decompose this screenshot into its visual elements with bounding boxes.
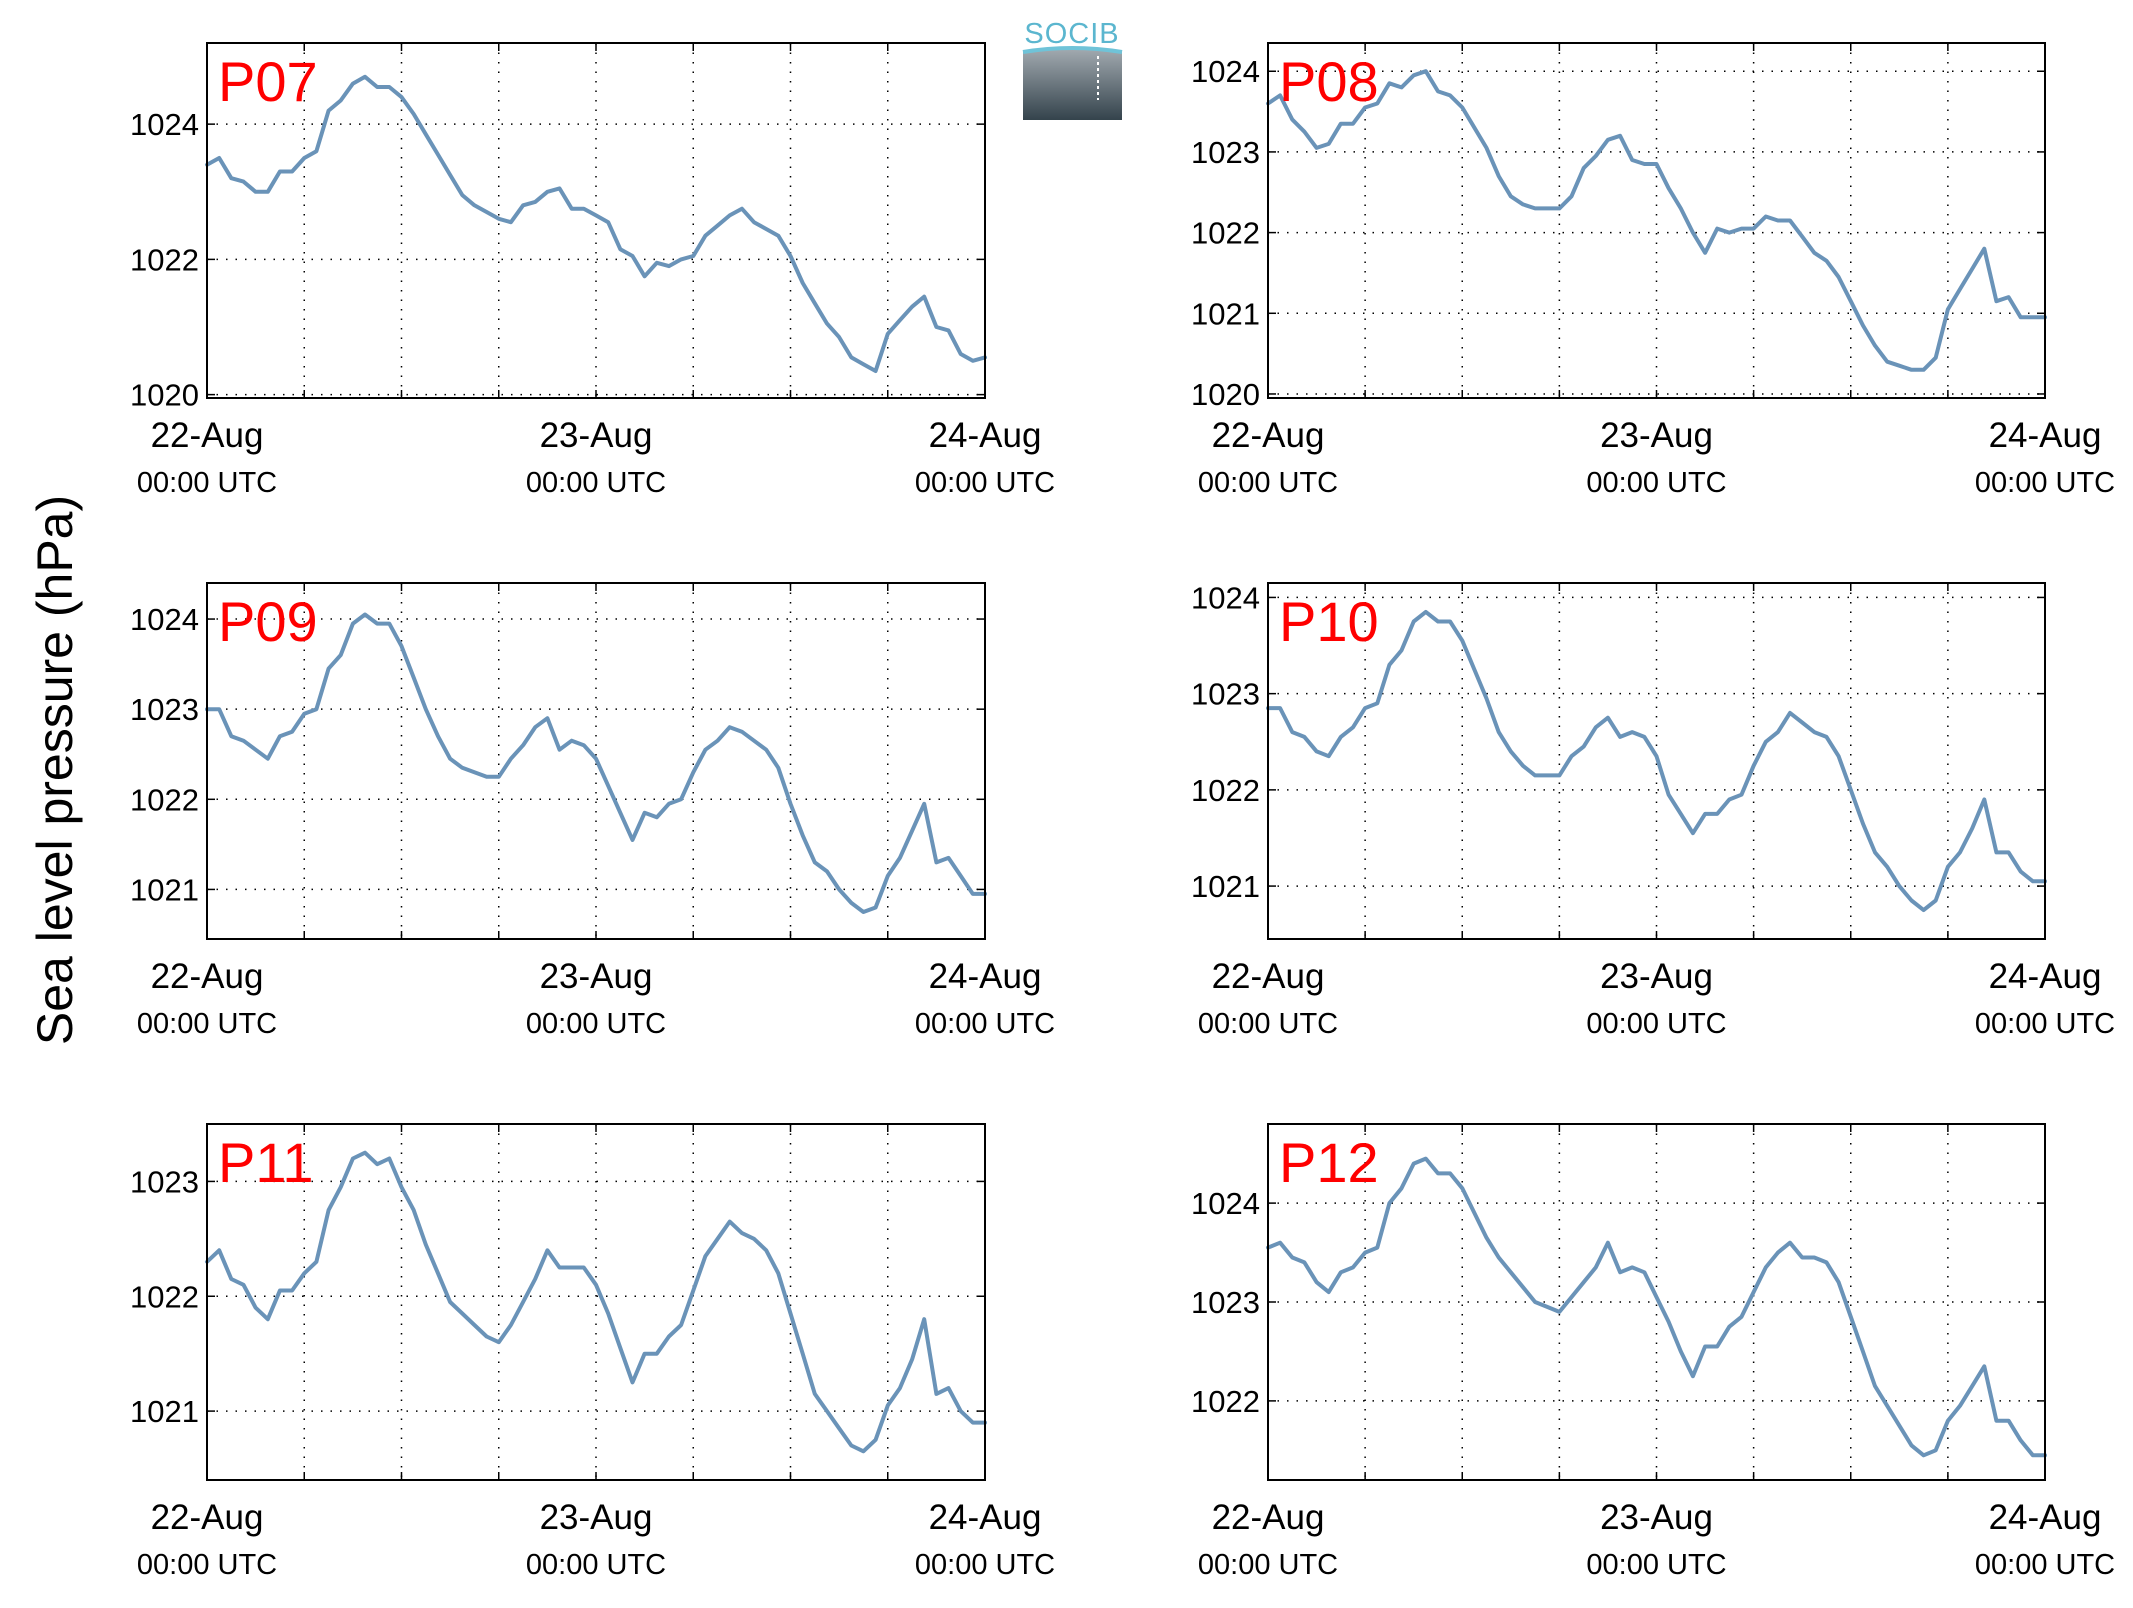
x-tick-label-time: 00:00 UTC <box>137 467 277 499</box>
socib-logo-text: SOCIB <box>1024 18 1119 50</box>
panel-p11: 1021 1022 1023 P11 22-Aug 00:00 UTC 23-Aug 00:0… <box>130 1123 1055 1581</box>
y-tick-label: 1023 <box>1191 1285 1260 1320</box>
figure-ylabel: Sea level pressure (hPa) <box>27 495 83 1045</box>
panel-p12: 1022 1023 1024 P12 22-Aug 00:00 UTC 23-Aug 00:0… <box>1191 1123 2115 1581</box>
x-tick-label-time: 00:00 UTC <box>915 1549 1055 1581</box>
series-line-p12 <box>1266 1156 2047 1458</box>
panel-label: P12 <box>1279 1131 1379 1194</box>
x-tick-label-time: 00:00 UTC <box>526 1008 666 1040</box>
y-tick-label: 1022 <box>1191 1384 1260 1419</box>
axes-frame <box>206 42 986 399</box>
x-tick-label-date: 22-Aug <box>1212 957 1325 996</box>
x-tick-label-date: 22-Aug <box>1212 1498 1325 1537</box>
axes-frame <box>206 1123 986 1481</box>
x-tick-label-time: 00:00 UTC <box>1586 1549 1726 1581</box>
x-tick-label-time: 00:00 UTC <box>526 467 666 499</box>
series-line-p07 <box>205 74 987 373</box>
x-tick-label-date: 23-Aug <box>540 957 653 996</box>
y-tick-label: 1022 <box>1191 773 1260 808</box>
y-tick-label: 1020 <box>130 378 199 413</box>
x-tick-label-date: 24-Aug <box>1989 1498 2102 1537</box>
x-tick-label-time: 00:00 UTC <box>1586 1008 1726 1040</box>
socib-logo: SOCIB <box>1022 18 1123 120</box>
x-tick-label-time: 00:00 UTC <box>915 1008 1055 1040</box>
y-tick-label: 1022 <box>130 242 199 277</box>
panels-group: 1020 1022 1024 P07 22-Aug 00:00 UTC 23-Aug 00:0… <box>130 42 2115 1581</box>
x-tick-label-time: 00:00 UTC <box>915 467 1055 499</box>
x-tick-label-date: 23-Aug <box>1600 957 1713 996</box>
y-tick-label: 1021 <box>130 872 199 907</box>
x-tick-label-date: 24-Aug <box>1989 416 2102 455</box>
x-tick-label-time: 00:00 UTC <box>1975 1549 2115 1581</box>
y-tick-label: 1024 <box>1191 54 1260 89</box>
y-tick-label: 1023 <box>130 692 199 727</box>
x-tick-label-time: 00:00 UTC <box>1975 1008 2115 1040</box>
y-tick-label: 1021 <box>130 1394 199 1429</box>
x-tick-label-time: 00:00 UTC <box>526 1549 666 1581</box>
socib-logo-wave-crest <box>1022 46 1123 54</box>
x-tick-label-date: 22-Aug <box>151 957 264 996</box>
x-tick-label-date: 24-Aug <box>929 957 1042 996</box>
panel-p10: 1021 1022 1023 1024 P10 22-Aug 00:00 UTC 23-Aug… <box>1191 580 2115 1040</box>
y-tick-label: 1024 <box>130 107 199 142</box>
x-tick-label-date: 22-Aug <box>151 416 264 455</box>
x-tick-label-date: 22-Aug <box>1212 416 1325 455</box>
socib-logo-wave <box>1023 48 1122 120</box>
y-tick-label: 1024 <box>1191 1186 1260 1221</box>
x-tick-label-time: 00:00 UTC <box>1198 467 1338 499</box>
x-tick-label-time: 00:00 UTC <box>1975 467 2115 499</box>
y-tick-label: 1024 <box>130 602 199 637</box>
series-line-p08 <box>1266 69 2047 372</box>
x-tick-label-date: 24-Aug <box>929 1498 1042 1537</box>
x-tick-label-date: 23-Aug <box>1600 416 1713 455</box>
y-tick-label: 1021 <box>1191 869 1260 904</box>
y-tick-label: 1021 <box>1191 296 1260 331</box>
x-tick-label-date: 24-Aug <box>1989 957 2102 996</box>
y-tick-label: 1022 <box>1191 216 1260 251</box>
x-tick-label-time: 00:00 UTC <box>1198 1008 1338 1040</box>
axes-frame <box>206 582 986 940</box>
panel-label: P11 <box>218 1131 313 1194</box>
panel-p07: 1020 1022 1024 P07 22-Aug 00:00 UTC 23-Aug 00:0… <box>130 42 1055 499</box>
y-tick-label: 1022 <box>130 1279 199 1314</box>
x-tick-label-time: 00:00 UTC <box>1198 1549 1338 1581</box>
axes-frame <box>1267 1123 2046 1481</box>
series-line-p11 <box>205 1150 987 1454</box>
y-tick-label: 1022 <box>130 782 199 817</box>
panel-p08: 1020 1021 1022 1023 1024 P08 22-Aug 00:00 UTC 23… <box>1191 42 2115 499</box>
x-tick-label-date: 24-Aug <box>929 416 1042 455</box>
x-tick-label-date: 23-Aug <box>540 416 653 455</box>
y-tick-label: 1023 <box>1191 677 1260 712</box>
x-tick-label-date: 23-Aug <box>540 1498 653 1537</box>
x-tick-label-time: 00:00 UTC <box>137 1008 277 1040</box>
series-line-p09 <box>205 612 987 914</box>
y-tick-label: 1023 <box>130 1164 199 1199</box>
panel-p09: 1021 1022 1023 1024 P09 22-Aug 00:00 UTC 23-Aug… <box>130 582 1055 1040</box>
axes-frame <box>1267 582 2046 940</box>
x-tick-label-date: 23-Aug <box>1600 1498 1713 1537</box>
panel-label: P08 <box>1279 50 1379 113</box>
panel-label: P07 <box>218 50 318 113</box>
series-line-p10 <box>1266 609 2047 913</box>
x-tick-label-date: 22-Aug <box>151 1498 264 1537</box>
panel-label: P09 <box>218 590 318 653</box>
x-tick-label-time: 00:00 UTC <box>1586 467 1726 499</box>
axes-frame <box>1267 42 2046 399</box>
panel-label: P10 <box>1279 590 1379 653</box>
x-tick-label-time: 00:00 UTC <box>137 1549 277 1581</box>
y-tick-label: 1023 <box>1191 135 1260 170</box>
y-tick-label: 1024 <box>1191 580 1260 615</box>
y-tick-label: 1020 <box>1191 377 1260 412</box>
